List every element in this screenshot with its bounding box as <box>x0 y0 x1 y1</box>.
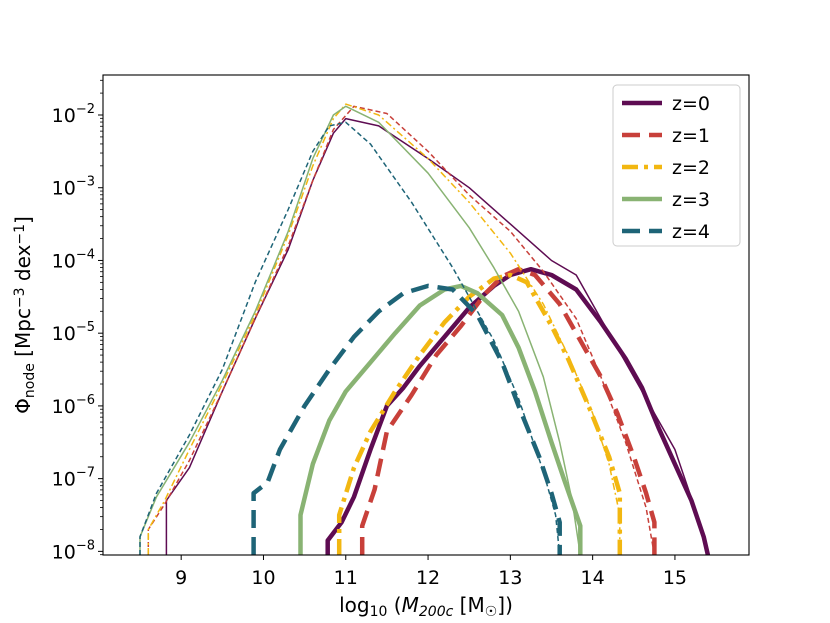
y-tick-label: 10−7 <box>52 466 95 491</box>
plot-frame <box>102 74 750 556</box>
x-tick-label: 10 <box>251 567 275 589</box>
series-layer <box>139 103 711 555</box>
x-tick-label: 15 <box>663 567 687 589</box>
x-axis-label: log10 (M200c [M☉]) <box>339 593 513 620</box>
y-tick-label: 10−3 <box>52 175 95 200</box>
y-tick-label: 10−5 <box>52 320 95 345</box>
legend-label-z=1: z=1 <box>672 125 710 147</box>
x-tick-label: 9 <box>175 567 187 589</box>
legend-box <box>612 84 741 247</box>
x-tick-label: 12 <box>416 567 440 589</box>
z=1-thin-line <box>147 105 656 555</box>
z=4-thin-line <box>139 121 561 555</box>
y-axis-label: Φnode [Mpc−3 dex−1] <box>11 216 38 414</box>
legend-label-z=3: z=3 <box>672 189 710 211</box>
z=3-thick-line <box>298 283 583 555</box>
y-tick-label: 10−8 <box>52 538 95 563</box>
y-tick-label: 10−4 <box>52 247 95 272</box>
y-tick-label: 10−2 <box>52 102 95 127</box>
z=2-thick-line <box>336 272 623 555</box>
x-tick-label: 11 <box>334 567 358 589</box>
z=4-thick-line <box>251 283 562 555</box>
z=2-thin-line <box>147 103 621 555</box>
y-tick-label: 10−6 <box>52 393 95 418</box>
legend-label-z=4: z=4 <box>672 221 710 243</box>
x-tick-label: 14 <box>581 567 605 589</box>
x-tick-label: 13 <box>498 567 522 589</box>
legend-label-z=2: z=2 <box>672 157 710 179</box>
legend: z=0 z=1 z=2 z=3 z=4 <box>612 84 741 247</box>
z=1-thick-line <box>359 266 657 555</box>
ticks-layer: 9 10 11 12 13 14 15 10−8 10−7 10−6 10−5 10−4 10−3 10−… <box>52 79 687 589</box>
legend-label-z=0: z=0 <box>672 93 710 115</box>
z=3-thin-line <box>139 105 582 555</box>
